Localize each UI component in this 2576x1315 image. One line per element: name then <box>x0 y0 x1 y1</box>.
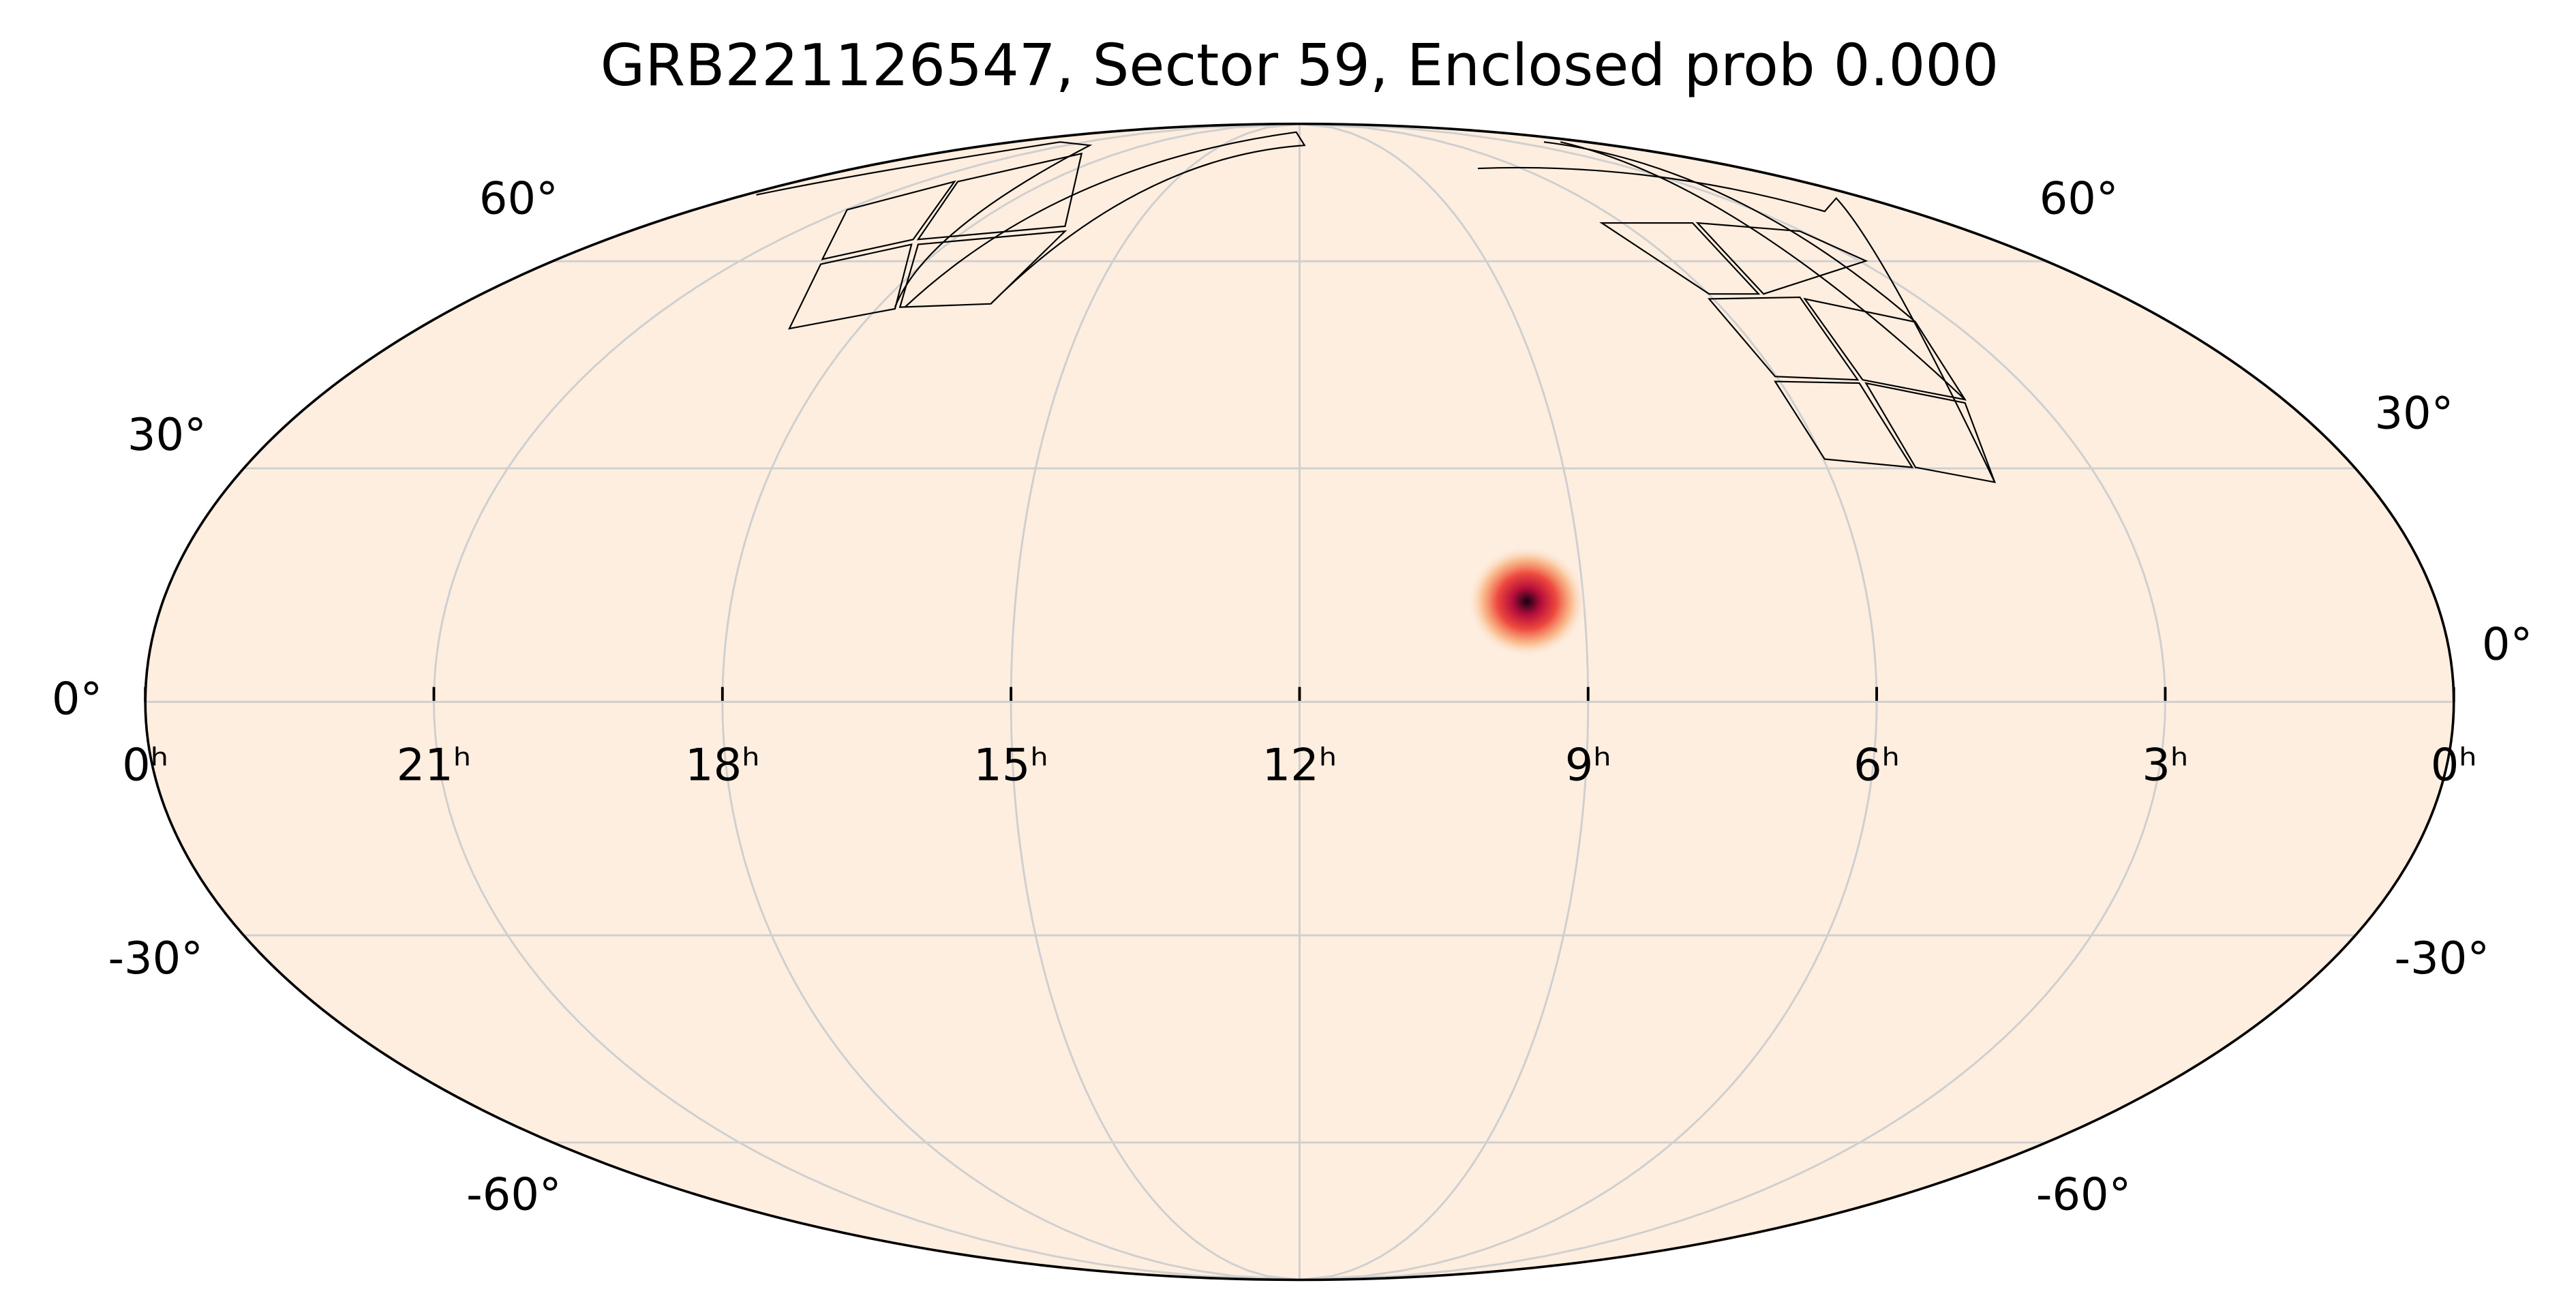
ccd-edge <box>1560 141 1966 401</box>
y-tick-label: 30° <box>127 409 207 461</box>
y-tick-label: -60° <box>466 1168 562 1220</box>
x-tick-label: 3ʰ <box>2142 740 2188 791</box>
x-tick-label: 6ʰ <box>1853 740 1900 791</box>
localization-blob <box>1467 545 1587 658</box>
ccd-tile <box>1707 296 1860 381</box>
ccd-edge <box>1478 166 1996 483</box>
y-tick-label: -60° <box>2036 1168 2132 1220</box>
y-tick-label: 0° <box>52 674 102 725</box>
sector-footprints <box>756 131 1997 483</box>
ccd-tile <box>1599 222 1761 295</box>
x-tick-label: 0ʰ <box>122 740 168 791</box>
y-tick-label: 60° <box>2040 173 2119 225</box>
x-tick-label: 18ʰ <box>685 740 760 791</box>
ccd-edge <box>904 131 1306 308</box>
ccd-tile <box>1695 222 1868 295</box>
ccd-tile <box>1774 380 1914 468</box>
y-tick-label: -30° <box>108 933 203 984</box>
y-tick-label: -30° <box>2395 933 2490 984</box>
ccd-tile <box>787 243 913 330</box>
y-tick-label: 60° <box>479 173 558 225</box>
x-tick-label: 15ʰ <box>973 740 1048 791</box>
x-tick-label: 12ʰ <box>1262 740 1337 791</box>
x-tick-label: 9ʰ <box>1565 740 1611 791</box>
ccd-edge <box>756 141 1093 307</box>
ccd-tile <box>916 152 1083 241</box>
ccd-edge <box>1543 141 1916 323</box>
chart-title: GRB221126547, Sector 59, Enclosed prob 0… <box>601 31 1999 99</box>
x-tick-label: 21ʰ <box>397 740 472 791</box>
ccd-tile <box>821 180 956 260</box>
sky-outline <box>144 122 2455 1282</box>
ccd-tile <box>898 230 1067 308</box>
y-tick-label: 30° <box>2374 388 2453 440</box>
y-tick-label: 0° <box>2482 619 2532 671</box>
x-tick-label: 0ʰ <box>2431 740 2477 791</box>
